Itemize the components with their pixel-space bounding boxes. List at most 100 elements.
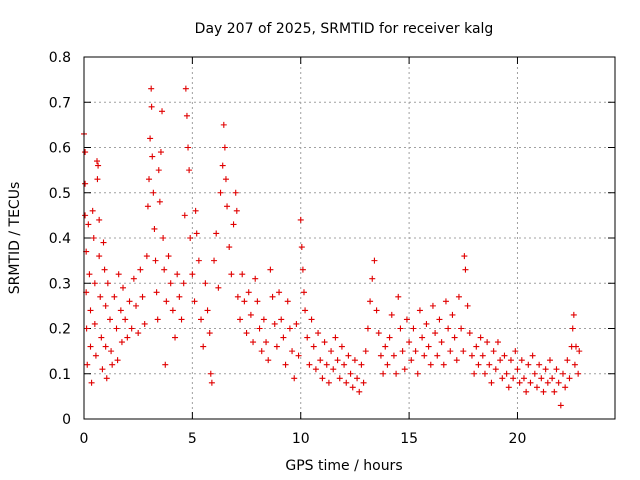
data-point xyxy=(141,320,148,327)
data-point xyxy=(82,149,89,156)
data-point xyxy=(91,320,98,327)
data-point xyxy=(89,207,96,214)
data-point xyxy=(102,343,109,350)
data-point xyxy=(237,316,244,323)
data-point xyxy=(258,348,265,355)
data-point xyxy=(224,203,231,210)
data-point xyxy=(351,357,358,364)
data-point xyxy=(520,375,527,382)
data-point xyxy=(300,289,307,296)
data-point xyxy=(531,370,538,377)
data-point xyxy=(221,144,228,151)
data-point xyxy=(406,339,413,346)
data-point xyxy=(135,330,142,337)
data-point xyxy=(230,221,237,228)
data-point xyxy=(523,388,530,395)
data-point xyxy=(208,379,215,386)
data-point xyxy=(553,366,560,373)
data-point xyxy=(195,257,202,264)
data-point xyxy=(540,388,547,395)
data-point xyxy=(425,343,432,350)
data-point xyxy=(95,162,102,169)
data-point xyxy=(85,221,92,228)
data-point xyxy=(82,180,89,187)
data-point xyxy=(193,230,200,237)
data-point xyxy=(310,343,317,350)
data-point xyxy=(187,235,194,241)
data-point xyxy=(252,275,259,282)
data-point xyxy=(185,144,192,151)
data-point xyxy=(317,357,324,364)
data-point xyxy=(377,352,384,359)
data-point xyxy=(133,302,140,309)
y-tick-label: 0.5 xyxy=(49,186,71,202)
data-point xyxy=(157,149,164,156)
data-point xyxy=(124,334,131,341)
data-point xyxy=(395,293,402,300)
axis-ticks: 0 0.1 0.2 0.3 0.4 0.5 0.6 0.7 0.8 0 5 10 15 20 xyxy=(49,50,615,447)
data-point xyxy=(183,112,190,119)
x-tick-label: 20 xyxy=(509,431,527,447)
data-point xyxy=(220,121,227,128)
data-point xyxy=(503,370,510,377)
data-point xyxy=(347,370,354,377)
data-point xyxy=(525,361,532,368)
data-point xyxy=(109,361,116,368)
data-point xyxy=(440,361,447,368)
data-point xyxy=(384,361,391,368)
data-point xyxy=(284,298,291,305)
data-point xyxy=(98,334,105,341)
data-point xyxy=(499,375,506,382)
data-point xyxy=(83,325,90,332)
data-point xyxy=(429,302,436,309)
data-point xyxy=(215,284,222,291)
data-point xyxy=(153,289,160,296)
data-point xyxy=(371,257,378,264)
data-point xyxy=(549,375,556,382)
data-point xyxy=(94,176,101,183)
data-point xyxy=(570,311,577,318)
data-point xyxy=(551,388,558,395)
data-point xyxy=(87,343,94,350)
data-point xyxy=(92,352,99,359)
data-point xyxy=(128,325,135,332)
data-point xyxy=(191,298,198,305)
data-point xyxy=(510,375,517,382)
data-point xyxy=(241,298,248,305)
data-point xyxy=(536,361,543,368)
data-point xyxy=(96,253,103,260)
data-point xyxy=(330,366,337,373)
data-point xyxy=(139,293,146,300)
data-point xyxy=(356,388,363,395)
data-point xyxy=(354,375,361,382)
data-point xyxy=(412,348,419,355)
data-point xyxy=(421,352,428,359)
data-point xyxy=(295,352,302,359)
data-point xyxy=(507,357,514,364)
data-point xyxy=(494,339,501,346)
data-point xyxy=(186,167,193,174)
y-tick-label: 0.1 xyxy=(49,367,71,383)
data-point xyxy=(217,189,224,196)
data-point xyxy=(304,334,311,341)
data-point xyxy=(542,366,549,373)
data-point xyxy=(282,361,289,368)
data-point xyxy=(233,207,240,214)
data-point xyxy=(362,348,369,355)
data-point xyxy=(202,280,209,287)
data-point xyxy=(388,311,395,318)
y-tick-label: 0.4 xyxy=(49,231,71,247)
data-point xyxy=(533,384,540,391)
data-point xyxy=(419,334,426,341)
data-point xyxy=(343,379,350,386)
data-point xyxy=(461,253,468,260)
data-point xyxy=(298,244,305,251)
data-point xyxy=(375,330,382,337)
y-tick-label: 0 xyxy=(62,412,71,428)
data-point xyxy=(544,379,551,386)
data-point xyxy=(146,176,153,183)
data-point xyxy=(263,339,270,346)
data-point xyxy=(97,293,104,300)
data-point xyxy=(232,189,239,196)
